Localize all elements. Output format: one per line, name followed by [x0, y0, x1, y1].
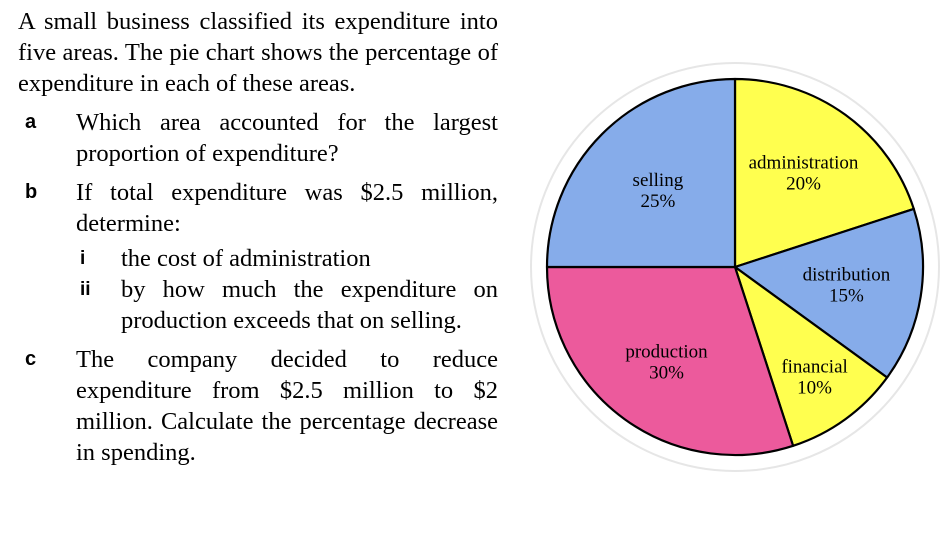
slice-name-administration: administration: [749, 153, 859, 174]
slice-value-selling: 25%: [640, 191, 675, 212]
pie-slice-selling: [545, 77, 737, 269]
slice-name-distribution: distribution: [803, 265, 891, 286]
part-b: b If total expenditure was $2.5 million,…: [18, 177, 498, 336]
pie-chart-container: administration 20% distribution 15% financia…: [525, 55, 940, 475]
part-c: c The company decided to reduce expendit…: [18, 344, 498, 468]
part-c-text: The company decided to reduce expenditur…: [76, 346, 498, 466]
part-c-letter: c: [25, 348, 37, 370]
part-b-text: If total expenditure was $2.5 million, d…: [76, 179, 498, 237]
part-b-letter: b: [25, 181, 38, 203]
part-b-subpart-i: i the cost of administration: [76, 243, 498, 274]
subpart-ii-label: ii: [80, 279, 91, 300]
pie-slice-administration: [733, 77, 915, 269]
slice-value-administration: 20%: [786, 174, 821, 195]
pie-slice-distribution: [733, 207, 925, 379]
pie-slice-production: [545, 265, 795, 457]
part-a: a Which area accounted for the largest p…: [18, 107, 498, 169]
question-text: A small business classified its expendit…: [18, 6, 498, 468]
subpart-ii-text: by how much the expenditure on productio…: [121, 276, 498, 334]
subpart-i-text: the cost of administration: [121, 245, 371, 272]
slice-name-selling: selling: [633, 170, 684, 191]
slice-value-financial: 10%: [797, 378, 832, 399]
part-a-text: Which area accounted for the largest pro…: [76, 109, 498, 167]
slice-value-distribution: 15%: [829, 286, 864, 307]
subpart-i-label: i: [80, 248, 86, 269]
part-a-letter: a: [25, 111, 37, 133]
slice-value-production: 30%: [649, 362, 684, 383]
part-b-subpart-ii: ii by how much the expenditure on produc…: [76, 274, 498, 336]
pie-slice-financial: [733, 265, 889, 447]
question-intro: A small business classified its expendit…: [18, 8, 498, 97]
slice-name-production: production: [625, 341, 708, 362]
slice-name-financial: financial: [781, 357, 847, 378]
